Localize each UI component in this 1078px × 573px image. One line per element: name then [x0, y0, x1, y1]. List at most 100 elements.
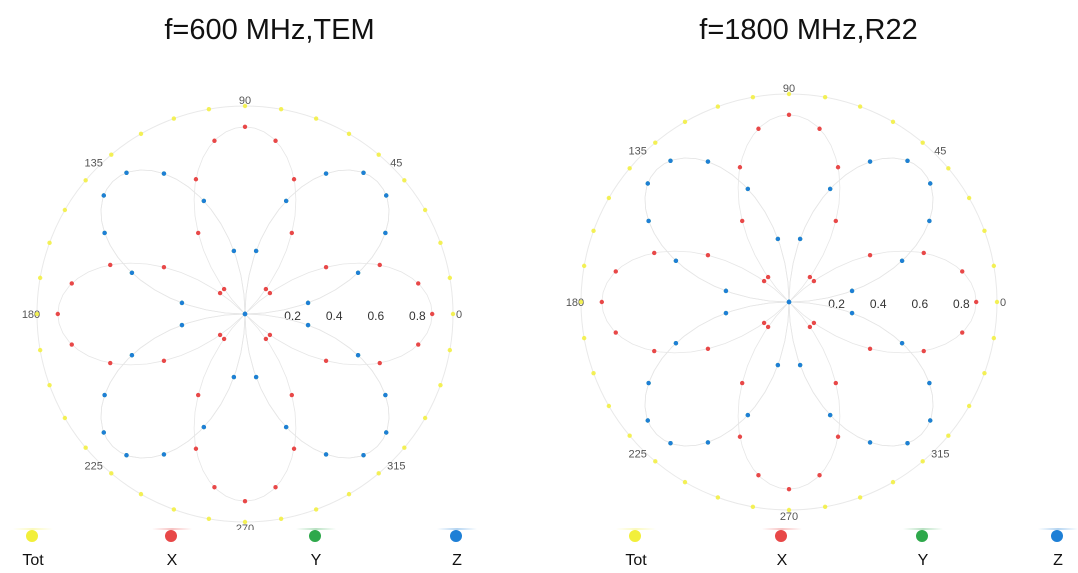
data-point — [817, 126, 822, 131]
angle-tick-label: 315 — [387, 460, 405, 472]
data-point — [578, 299, 584, 305]
data-point — [242, 103, 248, 109]
data-point — [450, 311, 456, 317]
legend-swatch — [152, 528, 192, 544]
data-point — [668, 441, 673, 446]
radial-tick-label: 0.6 — [911, 297, 928, 311]
data-point — [323, 358, 329, 363]
legend-label: Tot — [22, 552, 44, 569]
data-point — [313, 507, 319, 512]
data-point — [653, 459, 658, 464]
data-point — [430, 311, 435, 317]
data-point — [34, 311, 40, 317]
data-point — [217, 332, 223, 338]
data-point — [62, 207, 68, 213]
data-point — [745, 412, 751, 418]
data-point — [673, 340, 679, 346]
data-point — [867, 346, 873, 351]
data-point — [927, 218, 932, 224]
data-point — [905, 441, 910, 446]
angle-tick-label: 180 — [22, 309, 40, 321]
data-point — [402, 445, 407, 450]
data-point — [835, 165, 841, 170]
data-point — [242, 499, 248, 504]
data-point — [890, 479, 896, 485]
series-z — [100, 169, 390, 459]
data-point — [402, 178, 407, 183]
data-point — [822, 94, 828, 100]
legend-label: Y — [917, 552, 929, 569]
data-point — [775, 362, 781, 368]
legend-dot — [775, 530, 787, 542]
data-point — [124, 453, 129, 458]
data-point — [867, 159, 873, 164]
data-point — [383, 392, 388, 398]
data-point — [55, 311, 60, 317]
data-point — [108, 262, 113, 268]
data-point — [138, 131, 144, 137]
data-point — [786, 299, 792, 305]
data-point — [705, 159, 711, 164]
data-point — [323, 265, 329, 270]
data-point — [346, 491, 352, 497]
legend-swatch — [903, 528, 943, 544]
data-point — [723, 310, 729, 316]
data-point — [807, 324, 813, 330]
data-point — [905, 158, 910, 163]
series-z — [644, 157, 934, 447]
data-point — [416, 281, 421, 286]
radial-tick-label: 0.4 — [326, 309, 343, 323]
data-point — [355, 270, 361, 276]
data-point — [811, 320, 817, 326]
legend-item-z: Z — [1038, 528, 1078, 572]
data-point — [581, 263, 587, 269]
data-point — [383, 230, 388, 236]
legend-item-tot: Tot — [13, 528, 53, 572]
legend-line — [903, 528, 943, 530]
data-point — [384, 430, 389, 435]
data-point — [109, 471, 114, 476]
data-point — [69, 281, 74, 286]
chart-title: f=1800 MHz,R22 — [699, 14, 918, 46]
data-point — [761, 278, 767, 284]
chart-panel-1: f=600 MHz,TEM 0 45 90 135 180 225 270 315 0.2 0.4… — [13, 14, 477, 572]
data-point — [69, 342, 74, 347]
angle-tick-label: 90 — [239, 95, 251, 107]
data-point — [242, 311, 248, 317]
data-point — [899, 340, 905, 346]
chart-title: f=600 MHz,TEM — [164, 14, 375, 46]
data-point — [705, 346, 711, 351]
data-point — [221, 286, 227, 292]
data-point — [422, 415, 428, 421]
data-point — [668, 158, 673, 163]
data-point — [807, 274, 813, 280]
legend-line — [296, 528, 336, 530]
data-point — [377, 262, 382, 268]
data-point — [212, 138, 217, 143]
data-point — [447, 347, 453, 353]
data-point — [857, 104, 863, 109]
data-point — [289, 392, 294, 398]
legend-dot — [165, 530, 177, 542]
data-point — [37, 275, 43, 281]
data-point — [765, 324, 771, 330]
data-point — [416, 342, 421, 347]
legend-line — [13, 528, 53, 530]
data-point — [305, 300, 311, 306]
data-point — [835, 434, 841, 439]
data-point — [161, 265, 167, 270]
data-point — [193, 177, 199, 182]
legend-dot — [629, 530, 641, 542]
data-point — [786, 507, 792, 513]
data-point — [920, 140, 925, 145]
data-point — [682, 119, 688, 125]
data-point — [833, 380, 838, 386]
series-tot — [578, 91, 1000, 513]
data-point — [47, 240, 52, 246]
legend-line — [616, 528, 656, 530]
data-point — [797, 236, 803, 242]
angle-tick-label: 0 — [1000, 297, 1006, 309]
data-point — [705, 440, 711, 445]
data-point — [37, 347, 43, 353]
data-point — [960, 330, 965, 335]
